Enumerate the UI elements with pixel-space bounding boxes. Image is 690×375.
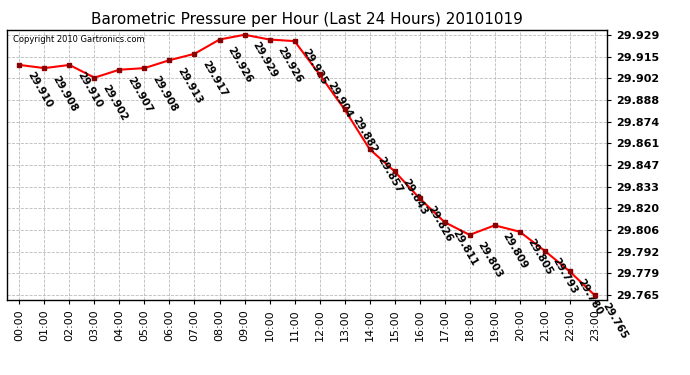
Text: 29.926: 29.926 — [225, 45, 254, 85]
Text: 29.913: 29.913 — [175, 66, 204, 105]
Text: 29.910: 29.910 — [25, 70, 54, 110]
Text: 29.908: 29.908 — [150, 74, 179, 113]
Text: 29.793: 29.793 — [550, 256, 579, 296]
Text: 29.904: 29.904 — [325, 80, 354, 120]
Text: Copyright 2010 Gartronics.com: Copyright 2010 Gartronics.com — [13, 35, 144, 44]
Text: 29.925: 29.925 — [300, 46, 328, 86]
Text: 29.882: 29.882 — [350, 115, 379, 155]
Text: 29.809: 29.809 — [500, 231, 529, 270]
Text: 29.765: 29.765 — [600, 301, 629, 340]
Title: Barometric Pressure per Hour (Last 24 Hours) 20101019: Barometric Pressure per Hour (Last 24 Ho… — [91, 12, 523, 27]
Text: 29.926: 29.926 — [275, 45, 304, 85]
Text: 29.902: 29.902 — [100, 83, 128, 123]
Text: 29.908: 29.908 — [50, 74, 79, 113]
Text: 29.857: 29.857 — [375, 154, 404, 195]
Text: 29.917: 29.917 — [200, 59, 229, 99]
Text: 29.907: 29.907 — [125, 75, 154, 115]
Text: 29.843: 29.843 — [400, 177, 429, 217]
Text: 29.780: 29.780 — [575, 277, 604, 317]
Text: 29.811: 29.811 — [450, 228, 479, 267]
Text: 29.910: 29.910 — [75, 70, 103, 110]
Text: 29.805: 29.805 — [525, 237, 554, 277]
Text: 29.929: 29.929 — [250, 40, 279, 80]
Text: 29.803: 29.803 — [475, 240, 504, 280]
Text: 29.826: 29.826 — [425, 204, 454, 244]
